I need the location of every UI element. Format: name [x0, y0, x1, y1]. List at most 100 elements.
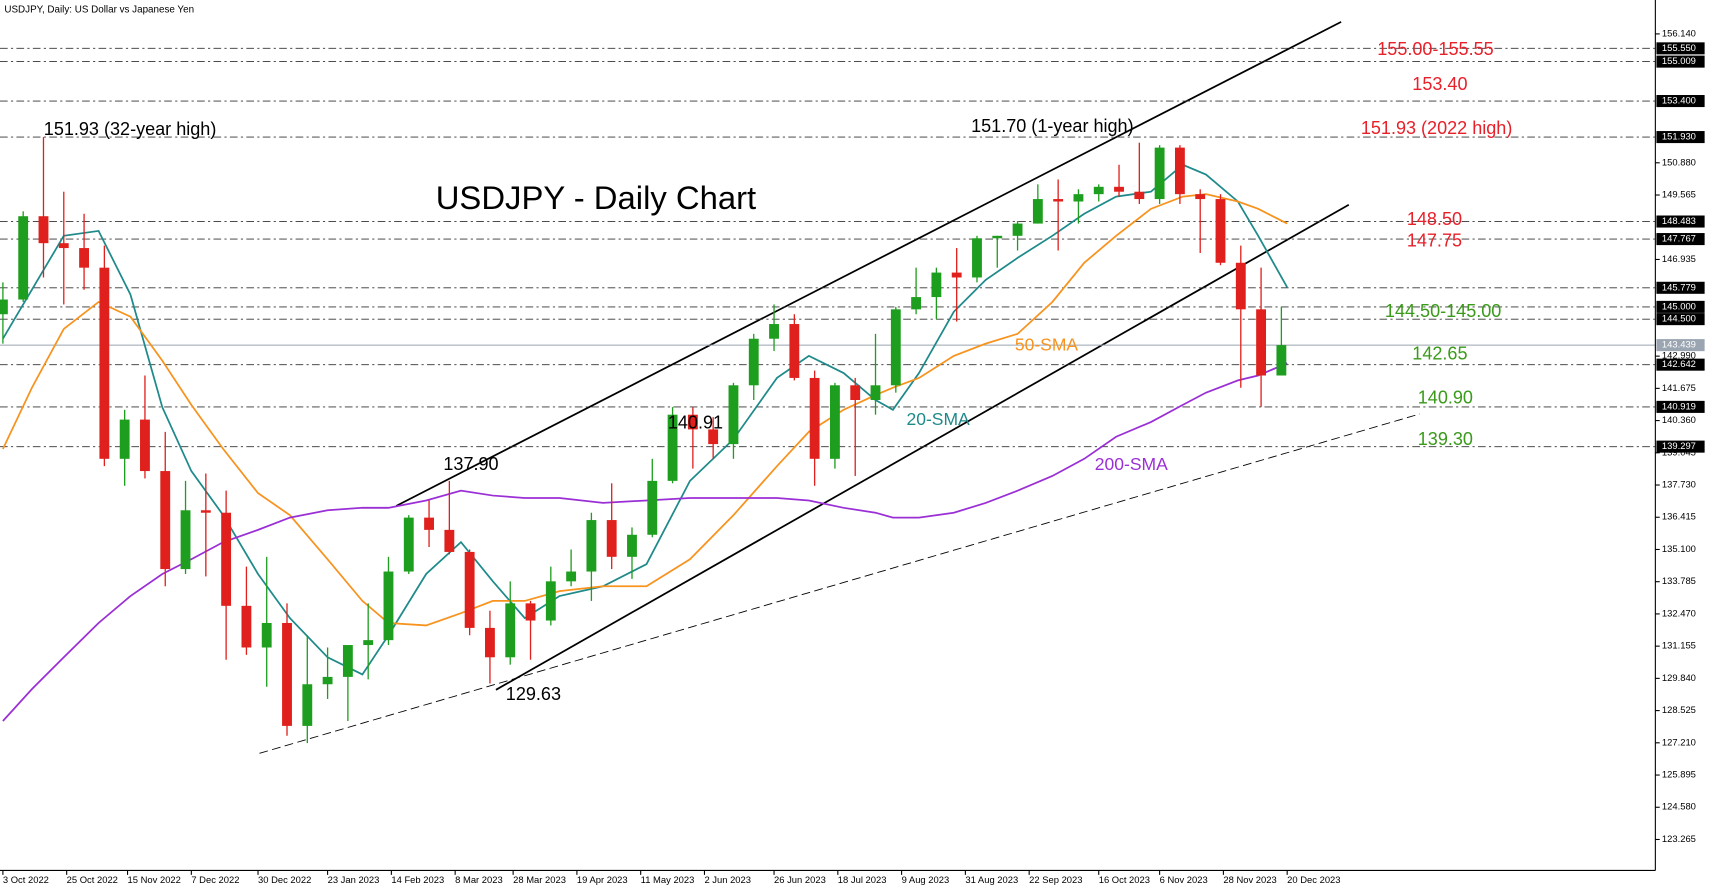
candle-body: [1053, 199, 1064, 202]
sma-label: 200-SMA: [1095, 454, 1168, 474]
candle-body: [1012, 223, 1023, 236]
y-tick-label: 127.210: [1662, 736, 1696, 747]
annotation: 151.93 (32-year high): [44, 119, 217, 139]
y-tick-label: 136.415: [1662, 511, 1696, 522]
x-tick-label: 18 Jul 2023: [838, 874, 887, 885]
level-label: 151.930: [1662, 131, 1696, 142]
candle-body: [1114, 186, 1124, 192]
annotation: 151.70 (1-year high): [971, 116, 1134, 136]
annotation: 129.63: [506, 684, 561, 704]
x-tick-label: 28 Nov 2023: [1223, 874, 1276, 885]
candle-body: [1256, 309, 1267, 376]
y-tick-label: 140.360: [1662, 414, 1696, 425]
annotation: 139.30: [1418, 429, 1473, 449]
level-label: 155.009: [1662, 55, 1696, 66]
x-tick-label: 28 Mar 2023: [513, 874, 566, 885]
candle-body: [241, 605, 252, 648]
level-box: [1656, 131, 1705, 144]
chart-title: USDJPY - Daily Chart: [436, 179, 756, 216]
candle-body: [79, 248, 89, 268]
y-tick-label: 156.140: [1662, 27, 1696, 38]
channel-lower: [495, 203, 1350, 691]
x-tick-label: 2 Jun 2023: [704, 874, 751, 885]
candle-body: [505, 603, 516, 658]
candle-body: [282, 622, 292, 726]
candle-body: [261, 622, 272, 648]
x-tick-label: 9 Aug 2023: [902, 874, 950, 885]
x-tick-label: 16 Oct 2023: [1099, 874, 1150, 885]
annotation: 142.65: [1412, 344, 1467, 364]
candle-body: [38, 216, 49, 244]
level-box: [1656, 300, 1705, 313]
sma-line: [2, 193, 1288, 627]
last-price-box: [1656, 339, 1705, 352]
level-label: 140.919: [1662, 400, 1696, 411]
candle-body: [728, 385, 739, 445]
y-tick-label: 137.730: [1662, 479, 1696, 490]
candle-body: [383, 571, 394, 641]
candle-body: [789, 324, 800, 378]
candle-body: [972, 238, 982, 278]
x-tick-label: 14 Feb 2023: [391, 874, 444, 885]
level-label: 155.550: [1662, 42, 1696, 53]
y-tick-label: 150.880: [1662, 156, 1696, 167]
y-tick-label: 125.895: [1662, 769, 1696, 780]
channel-upper: [395, 21, 1342, 507]
candle-body: [342, 645, 353, 677]
candle-body: [1215, 199, 1226, 263]
candle-body: [545, 581, 556, 621]
x-tick-label: 23 Jan 2023: [328, 874, 380, 885]
candle-body: [221, 512, 232, 606]
candle-body: [444, 529, 455, 552]
sma-line: [2, 362, 1288, 722]
annotation: 140.91: [668, 413, 723, 433]
candle-body: [708, 429, 719, 445]
y-tick-label: 123.265: [1662, 833, 1696, 844]
x-tick-label: 26 Jun 2023: [774, 874, 826, 885]
sma-line: [2, 163, 1288, 676]
y-tick-label: 146.935: [1662, 253, 1696, 264]
level-label: 139.297: [1662, 440, 1696, 451]
level-box: [1656, 233, 1705, 246]
candle-body: [1174, 147, 1185, 195]
candle-body: [566, 571, 577, 582]
level-label: 147.767: [1662, 233, 1696, 244]
annotation: 137.90: [443, 454, 498, 474]
level-label: 144.500: [1662, 313, 1696, 324]
y-tick-label: 142.990: [1662, 350, 1696, 361]
x-tick-label: 30 Dec 2022: [258, 874, 311, 885]
candle-body: [769, 324, 779, 339]
level-label: 145.779: [1662, 281, 1696, 292]
last-price-label: 143.439: [1662, 339, 1696, 350]
candle-body: [809, 377, 820, 459]
y-tick-label: 129.840: [1662, 672, 1696, 683]
y-tick-label: 132.470: [1662, 607, 1696, 618]
x-tick-label: 6 Nov 2023: [1160, 874, 1208, 885]
x-tick-label: 7 Dec 2022: [191, 874, 239, 885]
annotation: 153.40: [1412, 74, 1467, 94]
annotation: 147.75: [1407, 231, 1462, 251]
candle-body: [687, 414, 698, 430]
candle-body: [931, 272, 942, 298]
level-label: 145.000: [1662, 300, 1696, 311]
candle-body: [1235, 262, 1246, 310]
candle-body: [464, 551, 475, 628]
candle-body: [1134, 191, 1145, 200]
candle-body: [160, 471, 171, 570]
levels: [0, 47, 1656, 448]
annotations: 20-SMA 50-SMA 200-SMA 151.93 (32-year high)…: [44, 39, 1513, 704]
candle-body: [586, 520, 597, 572]
y-tick-label: 124.580: [1662, 801, 1696, 812]
x-tick-label: 19 Apr 2023: [577, 874, 628, 885]
x-tick-label: 31 Aug 2023: [965, 874, 1018, 885]
level-box: [1656, 42, 1705, 55]
y-tick-label: 128.525: [1662, 704, 1696, 715]
candle-body: [58, 243, 69, 249]
level-label: 142.642: [1662, 358, 1696, 369]
annotation: 155.00-155.55: [1377, 39, 1493, 59]
x-tick-label: 25 Oct 2022: [67, 874, 118, 885]
y-tick-label: 133.785: [1662, 575, 1696, 586]
candle-body: [1032, 199, 1043, 224]
